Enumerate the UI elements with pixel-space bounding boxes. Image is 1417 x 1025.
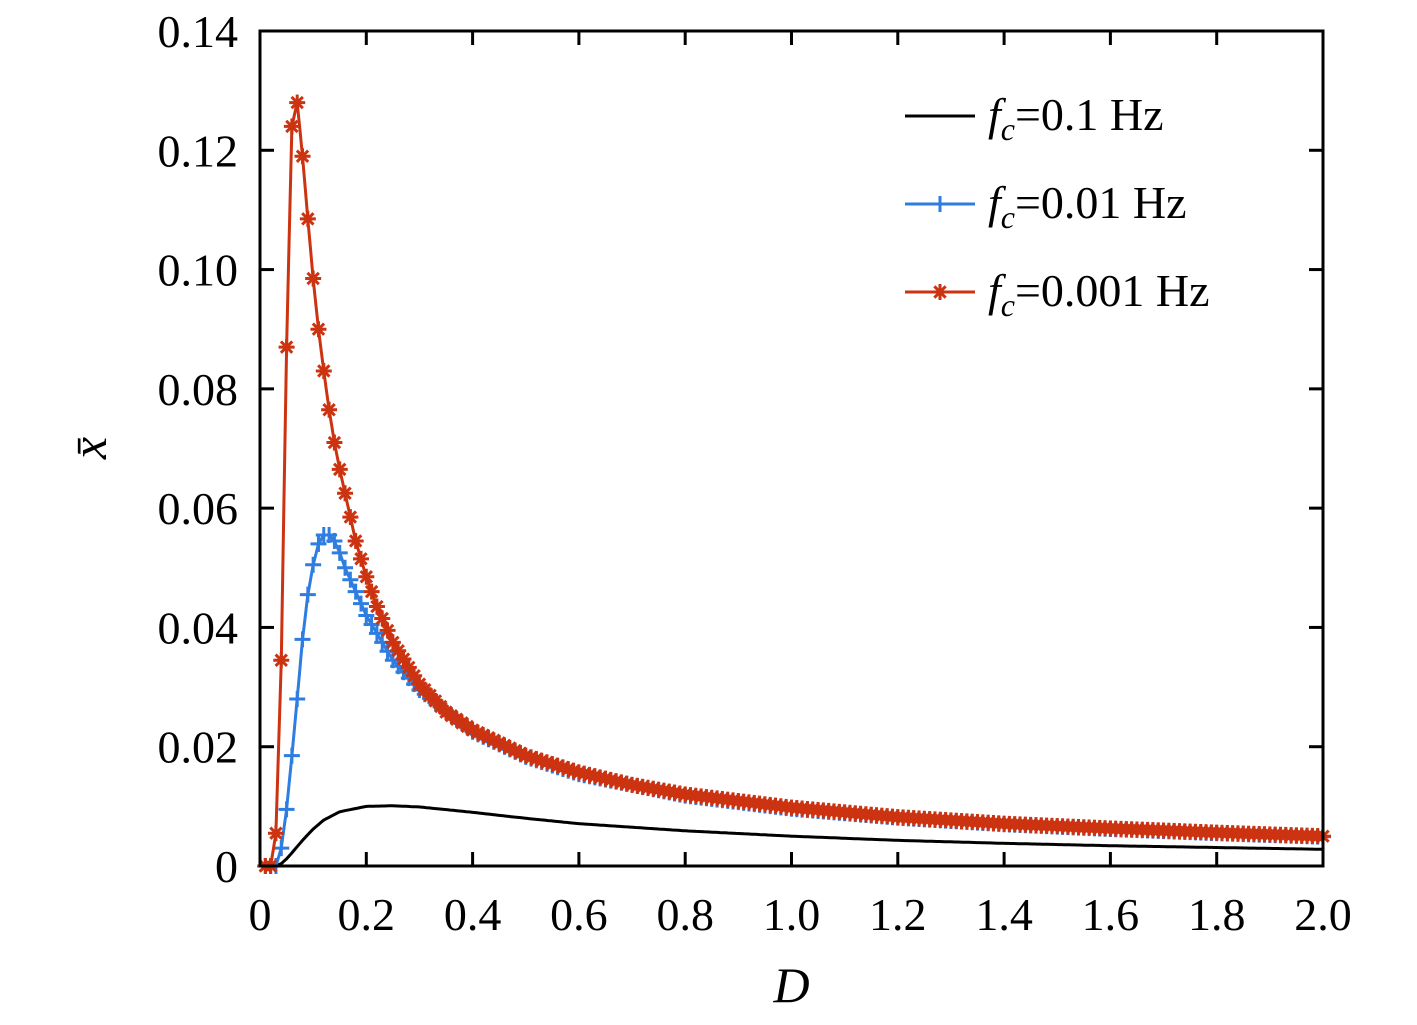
tick-labels: 0 0.2 0.4 0.6 0.8 1.0 1.2 1.4 1.6 1.8 2.0 0 0.02 0.04… xyxy=(158,6,1352,940)
data-point xyxy=(384,634,401,651)
data-point xyxy=(390,642,407,659)
y-tick-label: 0.08 xyxy=(158,364,239,415)
series-markers xyxy=(257,526,1331,874)
data-point xyxy=(299,210,316,227)
data-point xyxy=(400,659,417,676)
y-tick-label: 0.02 xyxy=(158,722,239,773)
data-point xyxy=(491,734,508,751)
data-point xyxy=(395,651,412,668)
x-axis-label: D xyxy=(772,957,809,1013)
axis-ticks xyxy=(258,29,1325,868)
x-tick-label: 1.8 xyxy=(1188,889,1246,940)
y-tick-label: 0.04 xyxy=(158,602,239,653)
data-point xyxy=(289,94,306,111)
series-0 xyxy=(265,804,1323,868)
data-point xyxy=(406,667,423,684)
legend-item-2: fc=0.001 Hz xyxy=(905,265,1210,323)
data-point xyxy=(278,339,295,356)
data-point xyxy=(347,532,364,549)
plot-frame xyxy=(258,29,1325,868)
series-markers xyxy=(257,94,1331,874)
legend-item-1: fc=0.01 Hz xyxy=(905,177,1187,235)
data-point xyxy=(374,610,391,627)
series-2 xyxy=(257,94,1331,874)
data-point xyxy=(267,825,284,842)
x-tick-label: 0 xyxy=(249,889,272,940)
data-point xyxy=(331,461,348,478)
data-point xyxy=(294,148,311,165)
legend-label: fc=0.01 Hz xyxy=(988,177,1187,235)
y-tick-label: 0.10 xyxy=(158,245,239,296)
y-tick-label: 0.12 xyxy=(158,125,239,176)
x-tick-label: 0.4 xyxy=(444,889,502,940)
y-tick-label: 0.06 xyxy=(158,483,239,534)
data-point xyxy=(326,434,343,451)
series-1 xyxy=(257,526,1331,874)
data-point xyxy=(310,321,327,338)
data-point xyxy=(273,652,290,669)
y-axis-label: x̄ xyxy=(61,437,117,460)
data-point xyxy=(342,509,359,526)
x-tick-label: 1.6 xyxy=(1082,889,1140,940)
legend-label: fc=0.1 Hz xyxy=(988,89,1164,147)
data-point xyxy=(305,270,322,287)
x-tick-label: 0.8 xyxy=(656,889,714,940)
data-point xyxy=(379,622,396,639)
x-tick-label: 2.0 xyxy=(1294,889,1352,940)
series-line xyxy=(265,804,1323,868)
x-tick-label: 0.2 xyxy=(338,889,396,940)
data-point xyxy=(315,362,332,379)
series-layer xyxy=(257,94,1331,874)
legend: fc=0.1 Hz fc=0.01 Hz fc=0.001 Hz xyxy=(905,89,1210,323)
data-point xyxy=(368,598,385,615)
x-tick-label: 1.2 xyxy=(869,889,927,940)
data-point xyxy=(358,568,375,585)
legend-label: fc=0.001 Hz xyxy=(988,265,1210,323)
x-tick-label: 1.0 xyxy=(763,889,821,940)
data-point xyxy=(321,401,338,418)
x-tick-label: 1.4 xyxy=(975,889,1033,940)
data-point xyxy=(932,284,948,300)
data-point xyxy=(283,118,300,135)
y-tick-label: 0.14 xyxy=(158,6,239,57)
legend-item-0: fc=0.1 Hz xyxy=(905,89,1164,147)
y-tick-label: 0 xyxy=(215,841,238,892)
x-tick-label: 0.6 xyxy=(550,889,608,940)
data-point xyxy=(337,485,354,502)
data-point xyxy=(363,583,380,600)
data-point xyxy=(352,550,369,567)
